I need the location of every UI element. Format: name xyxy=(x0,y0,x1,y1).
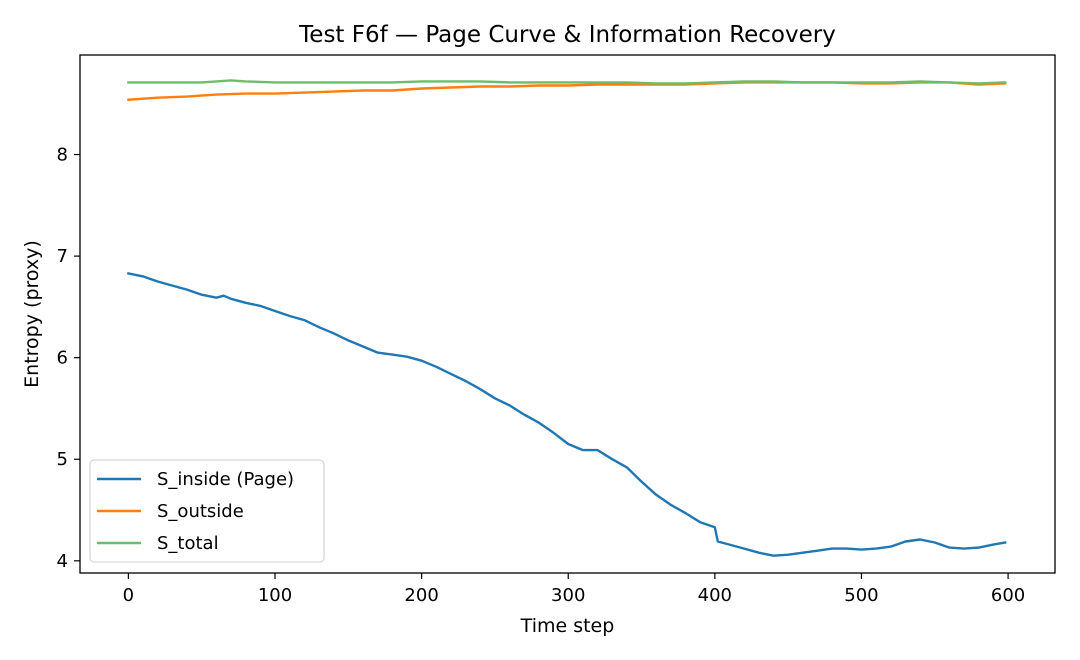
legend-frame xyxy=(89,459,325,563)
series-line-3 xyxy=(127,79,1007,85)
y-axis-label: Entropy (proxy) xyxy=(21,240,43,388)
legend-label-3: S_total xyxy=(157,533,219,554)
y-axis: 4 5 6 7 8 xyxy=(57,145,80,572)
legend: S_inside (Page) S_outside S_total xyxy=(89,459,325,563)
y-tick-label: 4 xyxy=(57,551,68,572)
x-tick-label: 300 xyxy=(551,585,585,606)
y-tick-label: 8 xyxy=(57,145,68,166)
plot-area-frame xyxy=(79,54,1056,574)
x-tick-label: 100 xyxy=(258,585,292,606)
x-tick-label: 400 xyxy=(698,585,732,606)
x-tick-label: 200 xyxy=(404,585,438,606)
x-axis-label: Time step xyxy=(520,615,615,637)
chart-title: Test F6f — Page Curve & Information Reco… xyxy=(298,22,836,48)
series-line-1 xyxy=(126,271,1007,557)
y-tick-label: 7 xyxy=(57,246,68,267)
x-tick-label: 0 xyxy=(123,585,134,606)
x-tick-label: 600 xyxy=(991,585,1025,606)
legend-label-1: S_inside (Page) xyxy=(157,469,294,490)
y-tick-label: 5 xyxy=(57,449,68,470)
x-tick-label: 500 xyxy=(844,585,878,606)
series-lines xyxy=(126,79,1007,557)
legend-label-2: S_outside xyxy=(157,501,244,522)
x-axis: 0 100 200 300 400 500 600 xyxy=(123,573,1025,606)
y-tick-label: 6 xyxy=(57,348,68,369)
